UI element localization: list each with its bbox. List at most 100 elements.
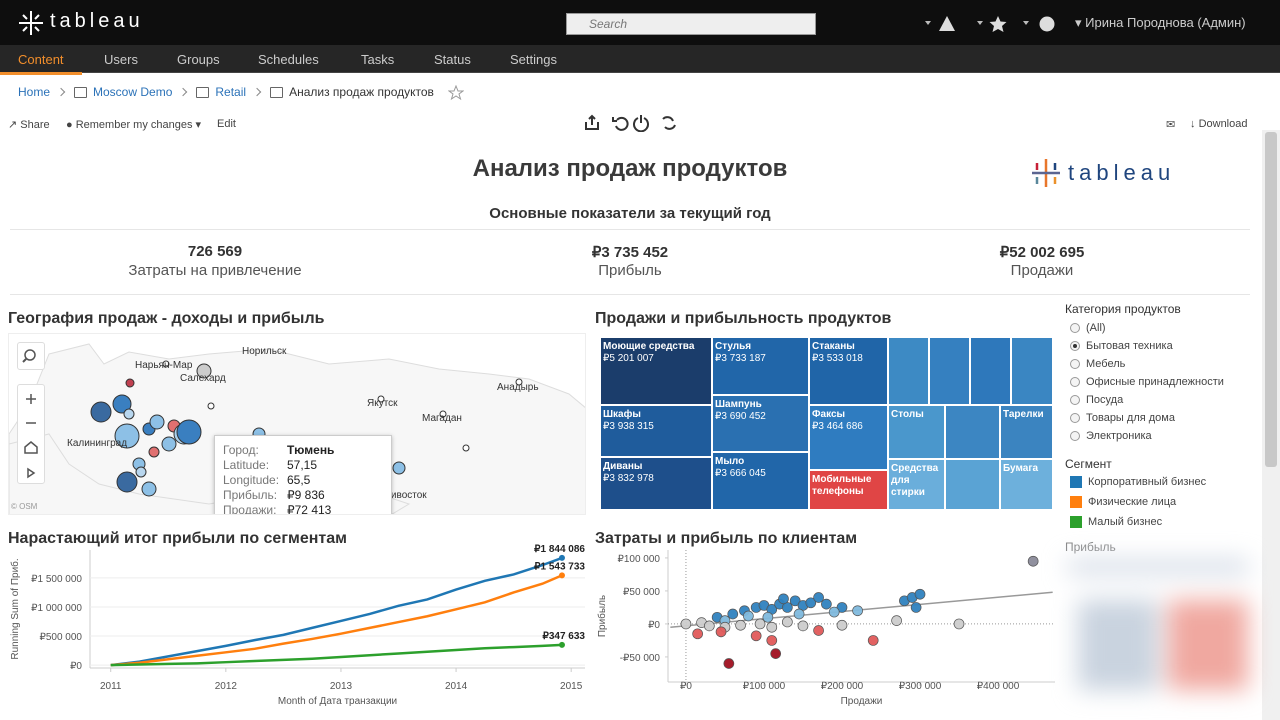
- nav-active-bar: [0, 72, 82, 75]
- map-point: [141, 481, 157, 497]
- radio[interactable]: [1070, 377, 1080, 387]
- blurred-legend: [1058, 560, 1258, 720]
- treemap-label: Тарелки: [1003, 409, 1044, 420]
- breadcrumb[interactable]: Retail: [215, 85, 247, 99]
- scatter-point: [867, 635, 879, 646]
- category-option[interactable]: Товары для дома: [1070, 412, 1175, 424]
- share-button[interactable]: ↗ Share: [8, 119, 50, 131]
- divider: [10, 294, 1250, 295]
- x-tick-label: 2013: [330, 681, 353, 692]
- category-option[interactable]: Посуда: [1070, 394, 1123, 406]
- nav-item[interactable]: Tasks: [361, 52, 395, 67]
- tooltip-key: Продажи:: [223, 503, 277, 515]
- treemap-cell[interactable]: Мобильные телефоны: [809, 470, 888, 510]
- user-menu[interactable]: ▾ Ирина Породнова (Админ): [1075, 15, 1246, 30]
- treemap-cell[interactable]: Моющие средства ₽5 201 007: [600, 337, 712, 405]
- treemap-label: Диваны: [603, 461, 643, 472]
- scatter-point: [766, 621, 778, 633]
- treemap-cell[interactable]: Тарелки: [1000, 405, 1053, 459]
- dashboard-logo-text: tableau: [1068, 160, 1176, 185]
- map-controls[interactable]: [17, 384, 45, 484]
- radio[interactable]: [1070, 359, 1080, 369]
- scatter-point: [750, 630, 762, 642]
- treemap-cell[interactable]: Средства для стирки: [888, 459, 945, 510]
- radio[interactable]: [1070, 323, 1080, 333]
- treemap-cell[interactable]: Стаканы ₽3 533 018: [809, 337, 888, 405]
- nav-item[interactable]: Users: [104, 52, 138, 67]
- scatter-point: [778, 593, 789, 605]
- nav-item[interactable]: Schedules: [258, 52, 319, 67]
- scatter-point: [704, 620, 715, 632]
- category-label: Посуда: [1086, 394, 1124, 406]
- map[interactable]: Норильск Нарьян-Мар Салехард Якутск Магадан А…: [8, 333, 586, 515]
- treemap-cell[interactable]: Столы: [888, 405, 945, 459]
- tooltip-key: Город:: [223, 443, 259, 457]
- map-search[interactable]: [17, 342, 45, 370]
- legend-item: Корпоративный бизнес: [1070, 476, 1206, 488]
- download-button[interactable]: ↓ Download: [1190, 118, 1248, 130]
- tooltip-row: Город: Тюмень: [223, 443, 383, 458]
- map-point: [196, 363, 212, 379]
- scatter-point: [914, 588, 926, 600]
- treemap-value: ₽3 666 045: [715, 468, 766, 479]
- nav-item[interactable]: Settings: [510, 52, 557, 67]
- nav-item[interactable]: Content: [0, 52, 82, 75]
- remember-button[interactable]: ● Remember my changes ▾: [66, 119, 202, 131]
- category-option[interactable]: (All): [1070, 322, 1106, 334]
- search-box[interactable]: Search: [566, 13, 816, 35]
- treemap-label: Мобильные телефоны: [812, 474, 872, 497]
- category-option[interactable]: Электроника: [1070, 430, 1152, 442]
- radio[interactable]: [1070, 395, 1080, 405]
- treemap-label: Бумага: [1003, 463, 1039, 474]
- treemap-cell[interactable]: Стулья ₽3 733 187: [712, 337, 809, 395]
- share-label[interactable]: Share: [20, 119, 50, 131]
- treemap-cell[interactable]: Шампунь ₽3 690 452: [712, 395, 809, 452]
- treemap-cell[interactable]: Шкафы ₽3 938 315: [600, 405, 712, 457]
- tooltip-row: Прибыль: ₽9 836: [223, 488, 383, 503]
- radio[interactable]: [1070, 413, 1080, 423]
- share-mail[interactable]: ✉: [1166, 119, 1176, 131]
- category-option[interactable]: Мебель: [1070, 358, 1125, 370]
- tooltip-row: Latitude: 57,15: [223, 458, 383, 473]
- download-label[interactable]: Download: [1198, 118, 1248, 130]
- edit-button[interactable]: Edit: [217, 118, 236, 130]
- category-option[interactable]: Бытовая техника: [1070, 340, 1173, 352]
- treemap-cell[interactable]: Диваны ₽3 832 978: [600, 457, 712, 510]
- y-axis-label: Прибыль: [596, 595, 608, 637]
- radio[interactable]: [1070, 341, 1080, 351]
- chart-title: Затраты и прибыль по клиентам: [595, 530, 857, 547]
- x-tick-label: 2012: [215, 681, 238, 692]
- user-name[interactable]: Ирина Породнова (Админ): [1085, 15, 1246, 30]
- scatter-point: [813, 625, 824, 636]
- scatter-point: [727, 608, 739, 620]
- tooltip-value: ₽9 836: [287, 488, 325, 502]
- legend-swatch: [1070, 516, 1082, 528]
- category-label: Товары для дома: [1086, 412, 1175, 424]
- nav-bar: Content Users Groups Schedules Tasks Status Se…: [0, 45, 1280, 75]
- category-option[interactable]: Офисные принадлежности: [1070, 376, 1224, 388]
- breadcrumb-icon: [270, 86, 284, 98]
- series-line: [110, 643, 563, 667]
- treemap-cell[interactable]: Мыло ₽3 666 045: [712, 452, 809, 510]
- y-axis-label: Running Sum of Приб.: [9, 558, 21, 659]
- nav-item[interactable]: Status: [434, 52, 471, 67]
- treemap-value: ₽3 938 315: [603, 421, 654, 432]
- map-title: География продаж - доходы и прибыль: [8, 310, 325, 327]
- treemap-cell[interactable]: Факсы ₽3 464 686: [809, 405, 888, 470]
- radio[interactable]: [1070, 431, 1080, 441]
- scroll-thumb[interactable]: [1265, 132, 1277, 467]
- breadcrumbs: Home Moscow Demo Retail Анализ продаж проду…: [18, 85, 434, 99]
- treemap-cell[interactable]: Бумага: [1000, 459, 1053, 510]
- breadcrumb[interactable]: Moscow Demo: [93, 85, 173, 99]
- favorite-star[interactable]: [448, 85, 464, 101]
- remember-label[interactable]: Remember my changes: [75, 119, 193, 131]
- tooltip-key: Longitude:: [223, 473, 280, 487]
- tooltip-value: 57,15: [287, 458, 318, 472]
- end-point: [558, 641, 565, 648]
- nav-item[interactable]: Groups: [177, 52, 220, 67]
- divider: [10, 229, 1250, 230]
- y-tick-label: ₽1 000 000: [31, 603, 82, 614]
- x-tick-label: ₽0: [680, 681, 692, 692]
- breadcrumb[interactable]: Home: [18, 85, 51, 99]
- logo-text: tableau: [50, 10, 144, 32]
